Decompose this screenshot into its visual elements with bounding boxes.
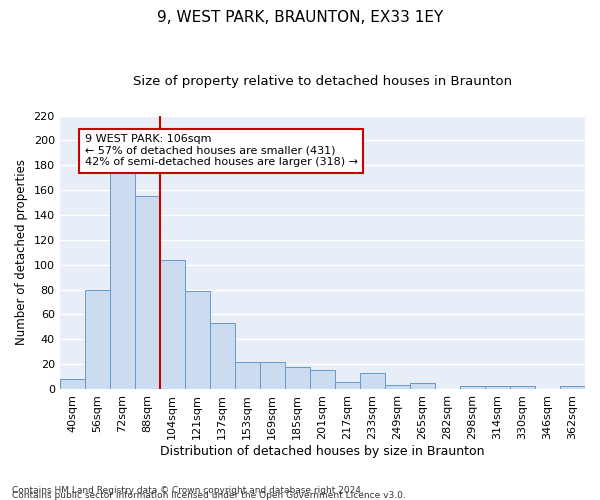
Text: 9, WEST PARK, BRAUNTON, EX33 1EY: 9, WEST PARK, BRAUNTON, EX33 1EY: [157, 10, 443, 25]
Bar: [135, 196, 160, 389]
Bar: [510, 386, 535, 389]
Bar: [335, 382, 360, 389]
Bar: [360, 373, 385, 389]
Bar: [385, 385, 410, 389]
Bar: [285, 366, 310, 389]
Bar: [59, 379, 85, 389]
Bar: [210, 323, 235, 389]
Bar: [260, 362, 285, 389]
Bar: [110, 164, 135, 389]
Text: Contains public sector information licensed under the Open Government Licence v3: Contains public sector information licen…: [12, 491, 406, 500]
X-axis label: Distribution of detached houses by size in Braunton: Distribution of detached houses by size …: [160, 444, 485, 458]
Text: 9 WEST PARK: 106sqm
← 57% of detached houses are smaller (431)
42% of semi-detac: 9 WEST PARK: 106sqm ← 57% of detached ho…: [85, 134, 358, 168]
Bar: [85, 290, 110, 389]
Text: Contains HM Land Registry data © Crown copyright and database right 2024.: Contains HM Land Registry data © Crown c…: [12, 486, 364, 495]
Bar: [560, 386, 585, 389]
Bar: [460, 386, 485, 389]
Title: Size of property relative to detached houses in Braunton: Size of property relative to detached ho…: [133, 75, 512, 88]
Y-axis label: Number of detached properties: Number of detached properties: [15, 160, 28, 346]
Bar: [485, 386, 510, 389]
Bar: [160, 260, 185, 389]
Bar: [235, 362, 260, 389]
Bar: [185, 291, 210, 389]
Bar: [410, 382, 435, 389]
Bar: [310, 370, 335, 389]
